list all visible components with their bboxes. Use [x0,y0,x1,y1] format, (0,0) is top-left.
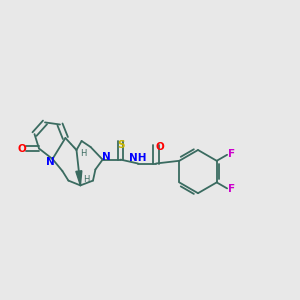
Text: N: N [102,152,111,162]
Text: N: N [46,157,55,167]
Text: F: F [228,184,235,194]
Text: S: S [117,140,124,150]
Text: H: H [83,176,90,184]
Text: H: H [80,149,86,158]
Text: F: F [228,149,235,159]
Text: O: O [17,143,26,154]
Text: O: O [155,142,164,152]
Polygon shape [76,171,82,185]
Text: NH: NH [129,153,146,163]
